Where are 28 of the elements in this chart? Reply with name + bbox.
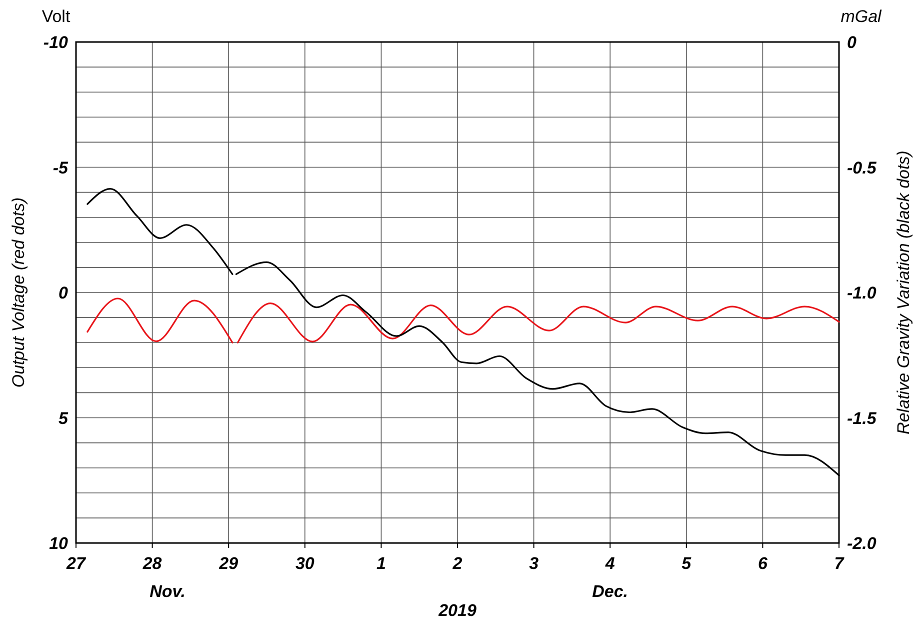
x-tick-label: 3 — [529, 554, 540, 573]
x-tick-label: 6 — [758, 554, 768, 573]
x-tick-label: 29 — [218, 554, 239, 573]
x-tick-label: 4 — [604, 554, 616, 573]
x-tick-label: 7 — [834, 554, 846, 573]
x-tick-label: 28 — [142, 554, 162, 573]
text: 2019 — [438, 601, 477, 620]
y2-tick-label: -0.5 — [847, 158, 877, 178]
y2-tick-label: -1.0 — [847, 284, 877, 302]
y2-tick-label: -1.5 — [847, 408, 877, 428]
y2-tick-label: -2.0 — [847, 534, 877, 553]
y-tick-label: -5 — [52, 158, 69, 178]
y-tick-label: 0 — [58, 284, 69, 302]
y-tick-label: 10 — [49, 534, 69, 553]
text: Volt — [42, 7, 70, 26]
x-tick-label: 30 — [295, 554, 315, 573]
x-tick-label: 5 — [682, 554, 692, 573]
x-tick-label: 1 — [376, 554, 386, 573]
y2-axis-title: Relative Gravity Variation (black dots) — [894, 150, 913, 434]
y-tick-label: -10 — [43, 33, 69, 52]
y2-tick-label: 0 — [847, 33, 857, 52]
x-tick-label: 27 — [66, 554, 87, 573]
text: Dec. — [592, 582, 628, 601]
x-tick-label: 2 — [452, 554, 463, 573]
y-axis-title: Output Voltage (red dots) — [9, 197, 28, 388]
text: Nov. — [150, 582, 186, 601]
text: mGal — [840, 7, 883, 26]
y-tick-label: 5 — [58, 408, 69, 428]
